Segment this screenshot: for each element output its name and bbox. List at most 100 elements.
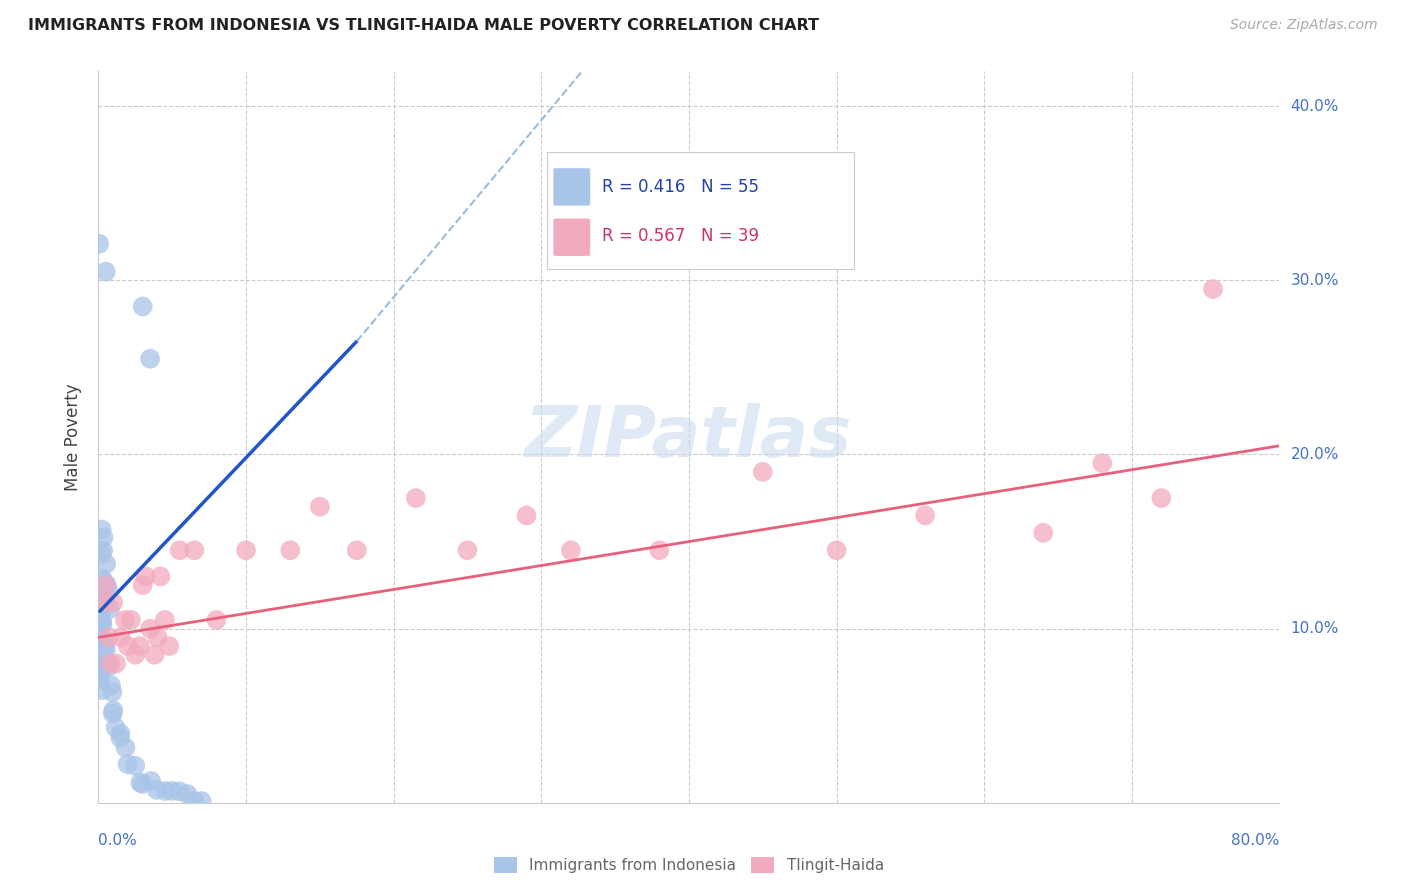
Point	[103, 704, 125, 718]
Point	[309, 500, 332, 514]
Point	[90, 590, 112, 604]
Y-axis label: Male Poverty: Male Poverty	[65, 384, 83, 491]
Point	[914, 508, 936, 523]
Point	[89, 628, 111, 642]
Text: 20.0%: 20.0%	[1291, 447, 1339, 462]
Point	[139, 774, 162, 789]
Point	[169, 543, 191, 558]
Point	[132, 578, 155, 592]
Point	[89, 673, 111, 687]
Point	[139, 622, 162, 636]
Point	[94, 578, 117, 592]
Point	[98, 602, 121, 616]
FancyBboxPatch shape	[554, 219, 591, 256]
Point	[91, 572, 114, 586]
Point	[560, 543, 582, 558]
Point	[89, 604, 111, 618]
Point	[132, 300, 155, 314]
Point	[90, 592, 112, 607]
Point	[124, 648, 146, 662]
Point	[751, 465, 773, 479]
Point	[129, 775, 152, 789]
Point	[278, 543, 302, 558]
Point	[90, 610, 112, 624]
Point	[825, 543, 848, 558]
Point	[120, 613, 142, 627]
Point	[648, 543, 671, 558]
Point	[205, 613, 228, 627]
Point	[128, 639, 150, 653]
Point	[135, 569, 157, 583]
Point	[91, 615, 114, 629]
Text: 40.0%: 40.0%	[1291, 99, 1339, 113]
Point	[90, 653, 112, 667]
Point	[89, 599, 111, 614]
Point	[176, 787, 198, 801]
Point	[149, 569, 172, 583]
Text: Source: ZipAtlas.com: Source: ZipAtlas.com	[1230, 18, 1378, 32]
Point	[97, 631, 120, 645]
Point	[346, 543, 368, 558]
Point	[456, 543, 478, 558]
Point	[101, 685, 124, 699]
Point	[90, 523, 112, 537]
Point	[117, 639, 139, 653]
Text: 30.0%: 30.0%	[1291, 273, 1339, 288]
Point	[94, 265, 117, 279]
Point	[101, 706, 124, 721]
Point	[117, 757, 139, 772]
Point	[114, 740, 136, 755]
Point	[93, 659, 115, 673]
Text: 80.0%: 80.0%	[1232, 833, 1279, 848]
Point	[405, 491, 427, 505]
Point	[90, 659, 112, 673]
FancyBboxPatch shape	[554, 169, 591, 206]
Point	[131, 777, 153, 791]
Point	[93, 597, 115, 611]
Point	[143, 648, 166, 662]
Point	[104, 721, 127, 735]
Point	[110, 726, 132, 740]
Point	[139, 351, 162, 366]
Point	[93, 574, 115, 589]
Point	[89, 615, 111, 630]
Point	[97, 582, 120, 597]
Point	[91, 616, 114, 631]
Point	[96, 557, 118, 571]
Point	[160, 784, 183, 798]
Point	[90, 547, 112, 561]
Text: 0.0%: 0.0%	[98, 833, 138, 848]
Point	[105, 657, 128, 671]
Legend: Immigrants from Indonesia, Tlingit-Haida: Immigrants from Indonesia, Tlingit-Haida	[488, 851, 890, 880]
Point	[98, 657, 121, 671]
Point	[190, 794, 212, 808]
Point	[110, 731, 132, 745]
Point	[103, 595, 125, 609]
Point	[91, 595, 114, 609]
Text: R = 0.567   N = 39: R = 0.567 N = 39	[603, 227, 759, 245]
Point	[1091, 456, 1114, 470]
Point	[100, 678, 122, 692]
Text: R = 0.416   N = 55: R = 0.416 N = 55	[603, 178, 759, 196]
Point	[89, 663, 111, 677]
Point	[114, 613, 136, 627]
Point	[94, 640, 117, 654]
Point	[89, 592, 111, 607]
Point	[96, 657, 118, 671]
Point	[91, 683, 114, 698]
Point	[153, 613, 176, 627]
Point	[91, 543, 114, 558]
Point	[97, 660, 120, 674]
Point	[110, 631, 132, 645]
Point	[1150, 491, 1173, 505]
Point	[124, 758, 146, 772]
Point	[94, 643, 117, 657]
Point	[145, 783, 167, 797]
Point	[89, 668, 111, 682]
Point	[183, 543, 205, 558]
Text: ZIPatlas: ZIPatlas	[526, 402, 852, 472]
Text: IMMIGRANTS FROM INDONESIA VS TLINGIT-HAIDA MALE POVERTY CORRELATION CHART: IMMIGRANTS FROM INDONESIA VS TLINGIT-HAI…	[28, 18, 820, 33]
Point	[93, 531, 115, 545]
Point	[91, 632, 114, 647]
Point	[1032, 525, 1054, 540]
